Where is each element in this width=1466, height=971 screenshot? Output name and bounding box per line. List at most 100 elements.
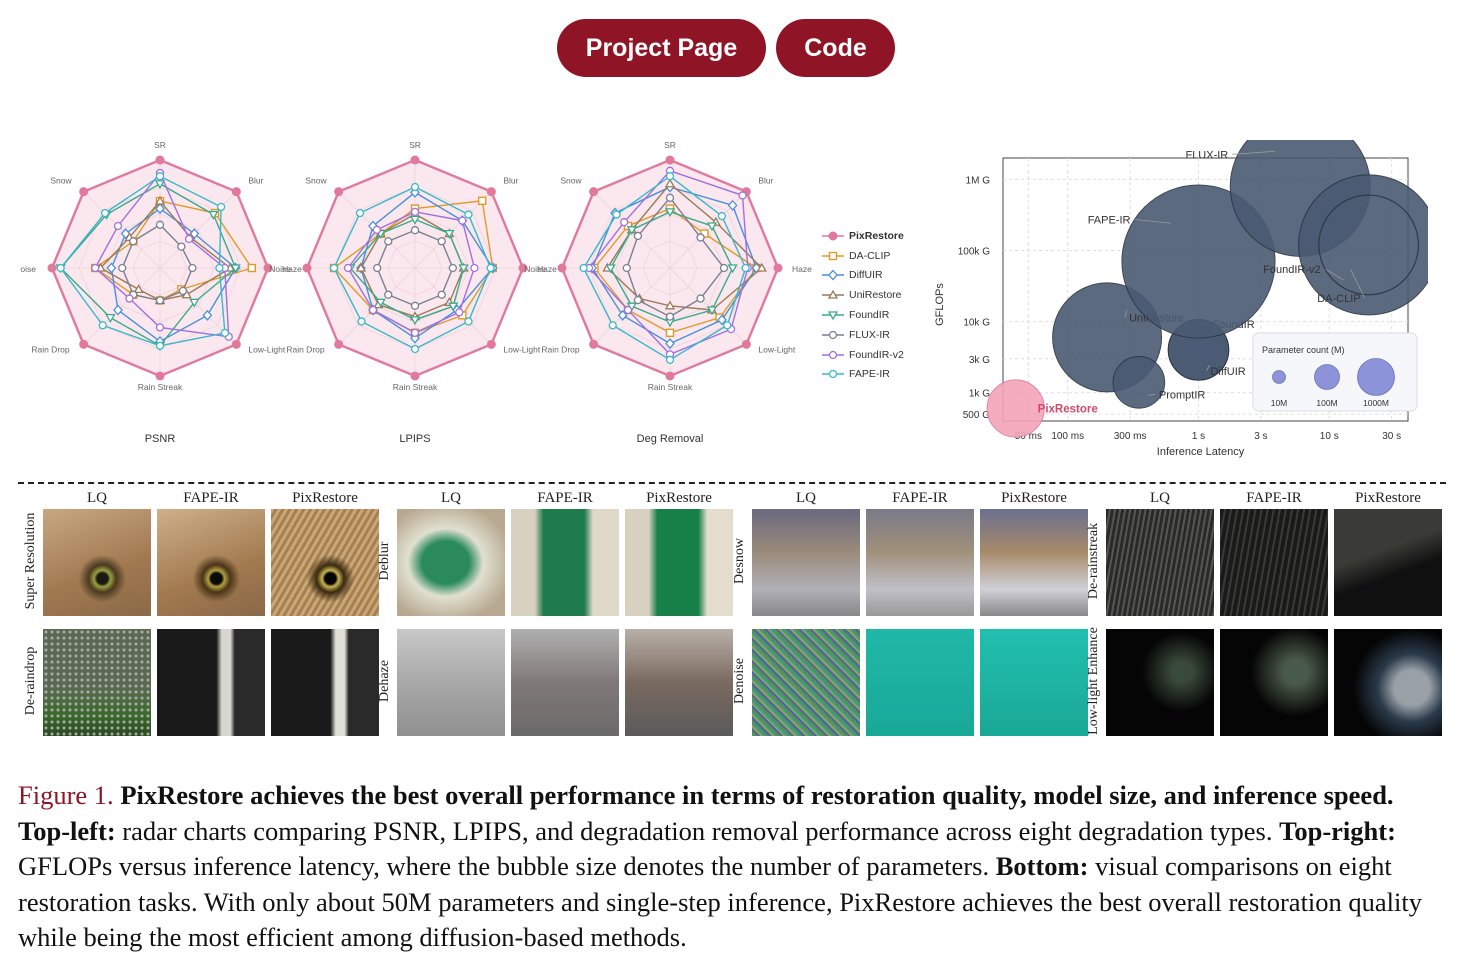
radar-point-foundir-v2-3 xyxy=(455,308,464,317)
comparison-image xyxy=(752,629,860,736)
comparison-image xyxy=(625,629,733,736)
bubble-label-fape-ir: FAPE-IR xyxy=(1088,215,1131,227)
radar-axis-label: Noise xyxy=(524,264,546,274)
legend-marker-symbol xyxy=(828,231,838,241)
bubble-pixrestore xyxy=(986,379,1045,438)
radar-title: PSNR xyxy=(145,433,176,445)
radar-point-fape-ir-7 xyxy=(355,208,365,218)
size-legend-bubble xyxy=(1314,364,1340,390)
bubble-x-tick: 50 ms xyxy=(1015,431,1042,442)
comparison-image xyxy=(866,509,974,616)
radar-point-foundir-v2-1 xyxy=(458,216,467,225)
row-label: Super Resolution xyxy=(23,512,38,610)
size-legend-title: Parameter count (M) xyxy=(1262,345,1345,355)
radar-point-foundir-7 xyxy=(626,226,637,236)
radar-title: Deg Removal xyxy=(637,433,704,445)
radar-point-flux-ir-0 xyxy=(665,193,675,202)
radar-axis-label: Snow xyxy=(560,176,582,186)
radar-axis-label: SR xyxy=(664,140,676,150)
legend-label: FAPE-IR xyxy=(849,368,890,381)
legend-marker xyxy=(822,330,844,340)
radar-point-pixrestore-5 xyxy=(334,339,344,349)
bubble-leader xyxy=(1232,150,1276,155)
radar-point-foundir-1 xyxy=(444,229,455,239)
radar-axis-label: Snow xyxy=(305,176,327,186)
radar-point-flux-ir-1 xyxy=(177,242,186,251)
bubble-size-legend: Parameter count (M) 10M 100M 1000M xyxy=(1252,332,1418,412)
radar-point-pixrestore-7 xyxy=(79,187,89,197)
radar-point-flux-ir-2 xyxy=(719,263,729,273)
radar-point-foundir-4 xyxy=(409,316,421,326)
radar-point-pixrestore-2 xyxy=(518,263,528,273)
size-legend-bubble xyxy=(1357,358,1395,396)
legend-item-fape-ir: FAPE-IR xyxy=(822,365,932,385)
caption-bottom-text: visual comparisons on eight restoration … xyxy=(18,851,1423,952)
radar-point-fape-ir-2 xyxy=(486,263,495,273)
bubble-label-da-clip: DA-CLIP xyxy=(1317,293,1360,305)
bubble-label-diffuir: DiffUIR xyxy=(1210,366,1245,378)
radar-axis-label: Blur xyxy=(503,176,518,186)
comparison-image xyxy=(43,509,151,616)
radar-0: SR Blur Haze Low-Light Rain Streak Rain Drop N… xyxy=(20,140,302,445)
radar-point-pixrestore-1 xyxy=(486,187,496,197)
radar-point-foundir-1 xyxy=(706,222,718,232)
bubble-x-tick: 10 s xyxy=(1320,431,1339,442)
legend-marker-symbol xyxy=(828,350,838,359)
radar-point-fape-ir-6 xyxy=(329,263,339,273)
radar-point-fape-ir-0 xyxy=(665,172,675,181)
radar-point-fape-ir-1 xyxy=(216,202,226,212)
radar-point-fape-ir-0 xyxy=(410,182,420,192)
bubble-x-tick: 1 s xyxy=(1192,431,1205,442)
legend-label: DiffUIR xyxy=(849,269,883,282)
bubble-promptir xyxy=(1112,356,1166,409)
legend-label: FoundIR-v2 xyxy=(849,348,904,361)
caption-top-right-text: GFLOPs versus inference latency, where t… xyxy=(18,851,990,881)
bubble-y-tick: 1M G xyxy=(966,175,991,186)
radar-point-flux-ir-6 xyxy=(118,263,127,273)
bubble-foundir-v2 xyxy=(1298,174,1428,316)
radar-point-pixrestore-3 xyxy=(741,339,751,349)
bubble-label-pixrestore: PixRestore xyxy=(1038,403,1098,415)
code-button[interactable]: Code xyxy=(776,19,895,77)
comparison-image xyxy=(752,509,860,616)
bubble-label-flux-ir: FLUX-IR xyxy=(1185,149,1228,161)
radar-2: SR Blur Haze Low-Light Rain Streak Rain Drop N… xyxy=(524,140,812,445)
radar-axis-label: Rain Streak xyxy=(138,382,183,392)
column-label-pixrestore: PixRestore xyxy=(292,490,358,506)
size-legend-label: 10M xyxy=(1271,398,1288,408)
project-page-button[interactable]: Project Page xyxy=(557,19,766,77)
caption-top-left-text: radar charts comparing PSNR, LPIPS, and … xyxy=(122,815,1273,846)
size-legend-label: 100M xyxy=(1316,398,1337,408)
radar-point-da-clip-2 xyxy=(247,263,257,273)
radar-point-flux-ir-6 xyxy=(373,263,382,273)
radar-point-pixrestore-6 xyxy=(47,263,57,273)
radar-axis-label: Snow xyxy=(50,176,72,186)
comparison-image xyxy=(157,629,265,736)
column-label-lq: LQ xyxy=(87,490,107,506)
radar-point-fape-ir-4 xyxy=(155,341,165,350)
radar-point-pixrestore-5 xyxy=(589,339,599,349)
radar-point-foundir-v2-6 xyxy=(343,263,353,273)
bubble-leader xyxy=(1350,269,1365,299)
radar-point-flux-ir-5 xyxy=(633,295,643,305)
radar-title: LPIPS xyxy=(399,433,430,445)
radar-point-foundir-v2-5 xyxy=(368,305,378,315)
radar-point-fape-ir-1 xyxy=(717,211,727,221)
radar-point-pixrestore-6 xyxy=(557,263,567,273)
radar-axis-label: Haze xyxy=(537,264,557,274)
size-legend-label: 1000M xyxy=(1363,398,1389,408)
radar-point-foundir-0 xyxy=(664,208,676,218)
radar-point-fape-ir-6 xyxy=(579,263,588,273)
comparison-image xyxy=(271,629,379,736)
radar-point-fape-ir-5 xyxy=(357,317,366,326)
row-label: Denoise xyxy=(732,658,747,704)
comparison-image xyxy=(1106,629,1214,736)
caption-bold-summary: PixRestore achieves the best overall per… xyxy=(120,780,1394,810)
comparison-image xyxy=(980,509,1088,616)
bubble-y-tick: 1k G xyxy=(969,389,990,400)
legend-marker xyxy=(822,251,844,260)
radar-point-pixrestore-0 xyxy=(665,155,675,165)
radar-point-foundir-3 xyxy=(189,298,200,308)
row-label: De-rainstreak xyxy=(1086,522,1101,600)
radar-point-foundir-v2-7 xyxy=(113,221,123,231)
